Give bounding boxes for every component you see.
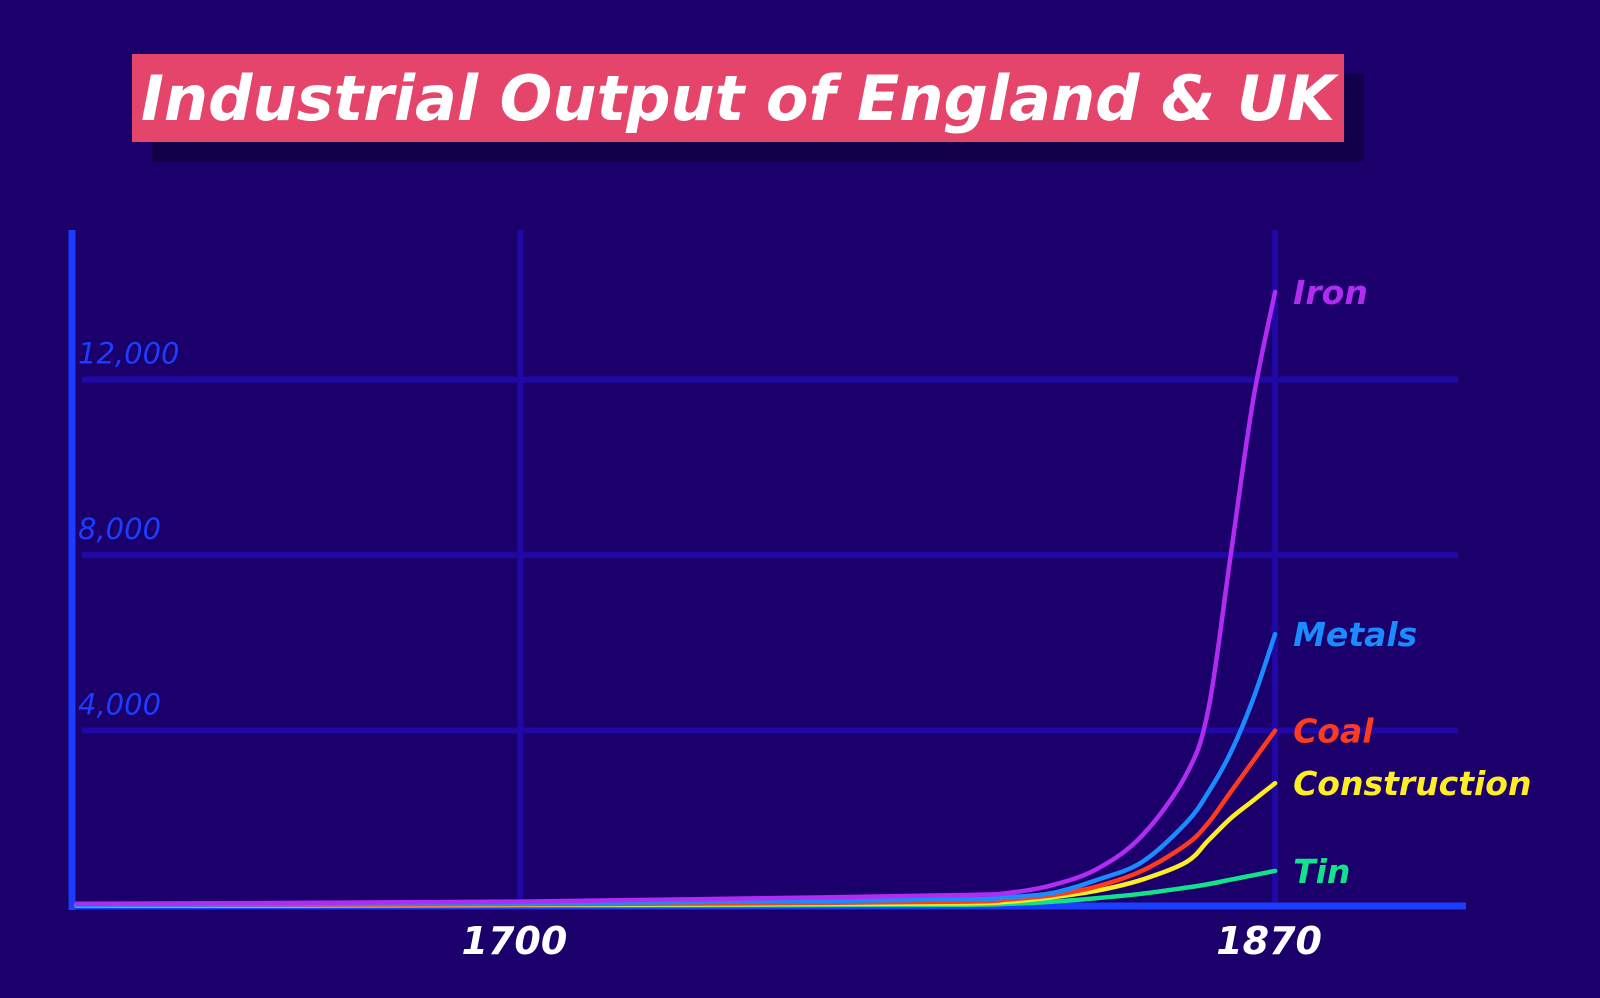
series-label-coal: Coal xyxy=(1293,712,1374,751)
y-tick-label: 12,000 xyxy=(78,337,179,371)
x-tick-label: 1700 xyxy=(462,919,568,963)
title-banner: Industrial Output of England & UK xyxy=(132,54,1344,142)
series-label-metals: Metals xyxy=(1293,615,1417,654)
x-tick-labels: 1700 1870 xyxy=(462,919,1322,963)
series-label-tin: Tin xyxy=(1293,852,1350,891)
y-tick-labels: 4,000 8,000 12,000 xyxy=(78,337,179,722)
y-tick-label: 4,000 xyxy=(78,688,161,722)
gridlines xyxy=(82,230,1458,902)
series-line-metals xyxy=(74,631,1278,907)
series-line-iron xyxy=(74,289,1278,907)
series-lines xyxy=(74,289,1278,909)
series-labels: Iron Metals Coal Construction Tin xyxy=(1293,273,1531,891)
y-tick-label: 8,000 xyxy=(78,512,161,546)
x-tick-label: 1870 xyxy=(1216,919,1322,963)
axes xyxy=(68,230,1466,910)
chart-title: Industrial Output of England & UK xyxy=(140,61,1336,135)
series-label-construction: Construction xyxy=(1293,764,1531,803)
series-label-iron: Iron xyxy=(1293,273,1368,312)
